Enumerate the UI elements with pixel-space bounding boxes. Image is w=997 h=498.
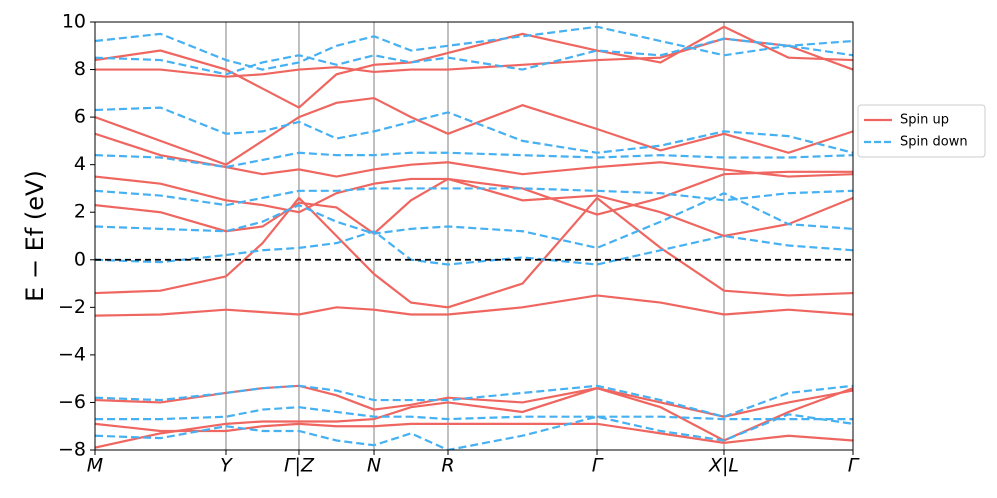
x-tick-label: N bbox=[367, 455, 381, 477]
band-line bbox=[95, 25, 853, 71]
y-tick-label: −6 bbox=[58, 391, 86, 413]
y-axis-label: E − Ef (eV) bbox=[21, 170, 49, 302]
x-tick-label: Γ bbox=[848, 455, 860, 477]
x-tick-label: X|L bbox=[708, 455, 739, 477]
y-tick-label: 4 bbox=[74, 153, 86, 175]
y-tick-label: 10 bbox=[62, 11, 86, 33]
y-tick-label: 8 bbox=[74, 58, 86, 80]
y-tick-label: −8 bbox=[58, 439, 86, 461]
y-tick-label: 6 bbox=[74, 106, 86, 128]
legend: Spin up Spin down bbox=[857, 104, 986, 158]
legend-box bbox=[857, 104, 986, 158]
band-line bbox=[95, 413, 853, 450]
band-line bbox=[95, 191, 853, 250]
band-line bbox=[95, 151, 853, 169]
band-line bbox=[95, 387, 853, 449]
band-line bbox=[95, 294, 853, 317]
band-line bbox=[95, 230, 853, 266]
band-line bbox=[95, 196, 853, 309]
band-line bbox=[95, 187, 853, 207]
x-tick-label: M bbox=[87, 455, 103, 477]
band-line bbox=[95, 132, 853, 178]
band-line bbox=[95, 384, 853, 418]
band-line bbox=[95, 106, 853, 154]
y-tick-label: 2 bbox=[74, 201, 86, 223]
band-line bbox=[95, 177, 853, 238]
band-line bbox=[95, 25, 853, 109]
y-tick-label: −4 bbox=[58, 343, 86, 365]
x-tick-label: Y bbox=[220, 455, 233, 477]
x-tick-label: Γ bbox=[592, 455, 604, 477]
plot-frame bbox=[94, 21, 854, 451]
legend-label: Spin up bbox=[900, 113, 949, 128]
y-tick-label: −2 bbox=[58, 296, 86, 318]
band-line bbox=[95, 422, 853, 444]
plot-area bbox=[95, 22, 853, 450]
y-tick-label: 0 bbox=[74, 248, 86, 270]
legend-label: Spin down bbox=[900, 135, 968, 150]
x-tick-label: Γ|Z bbox=[284, 455, 315, 477]
band-line bbox=[95, 37, 853, 76]
band-line bbox=[95, 96, 853, 166]
band-line bbox=[95, 170, 853, 216]
x-tick-label: R bbox=[441, 455, 454, 477]
band-line bbox=[95, 406, 853, 421]
